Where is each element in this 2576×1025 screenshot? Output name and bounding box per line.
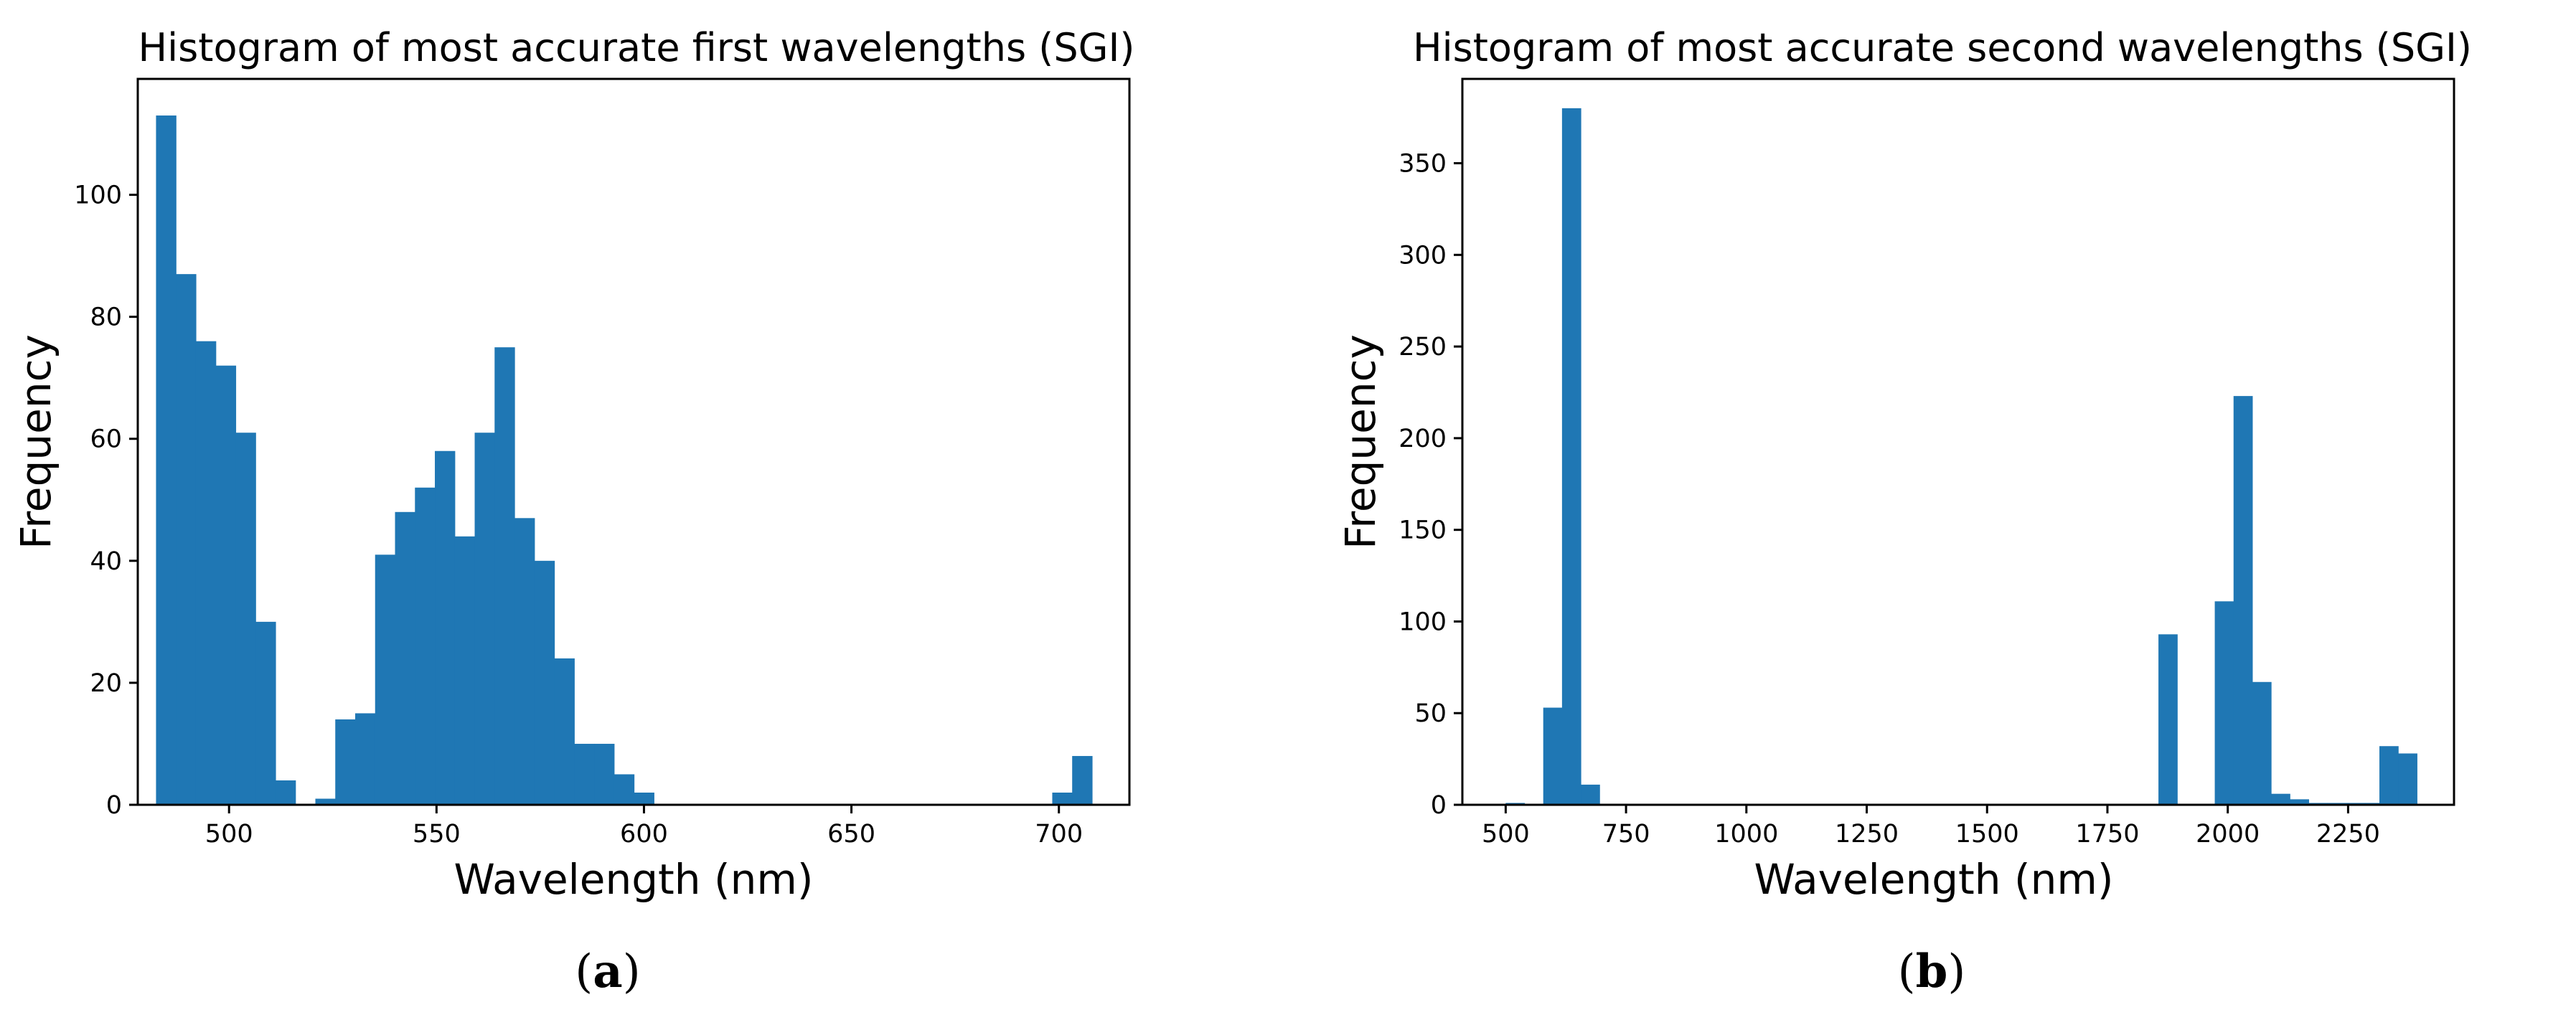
chart-b-y-tick-label-3: 150	[1399, 516, 1447, 545]
chart-b-x-tick-label-0: 500	[1482, 820, 1530, 849]
chart-a-bar-14	[454, 536, 476, 805]
chart-b-bar-7	[2252, 681, 2272, 805]
panel-b: Histogram of most accurate second wavele…	[1336, 25, 2472, 998]
chart-a-bar-1	[176, 274, 197, 805]
chart-b-bar-15	[2398, 753, 2417, 805]
caption-a-close: )	[623, 945, 641, 998]
chart-b-y-tick-label-6: 300	[1399, 241, 1447, 270]
chart-a-x-label: Wavelength (nm)	[453, 855, 813, 904]
chart-a-bar-21	[594, 743, 615, 805]
chart-a-bar-0	[156, 115, 177, 805]
chart-b-y-ticks: 0 50 100 150 200 250 300 350	[1399, 150, 1462, 820]
chart-a-x-tick-label-2: 600	[620, 820, 668, 849]
chart-a-y-tick-label-3: 60	[90, 425, 122, 454]
chart-b-bar-2	[1561, 108, 1581, 805]
chart-b-y-tick-label-2: 100	[1399, 608, 1447, 636]
chart-a-y-label: Frequency	[11, 334, 60, 549]
chart-b-x-tick-label-4: 1500	[1955, 820, 2019, 849]
chart-a-x-tick-label-1: 550	[413, 820, 461, 849]
chart-b-y-tick-label-4: 200	[1399, 425, 1447, 453]
chart-b-bars	[1505, 108, 2417, 805]
chart-a-y-tick-label-5: 100	[74, 181, 122, 210]
chart-a-bar-19	[554, 658, 575, 805]
chart-a-y-tick-label-0: 0	[106, 791, 122, 820]
chart-a-y-tick-label-4: 80	[90, 303, 122, 332]
chart-b-bar-14	[2379, 746, 2399, 805]
chart-a-bar-9	[355, 713, 376, 805]
chart-b-x-tick-label-7: 2250	[2316, 820, 2380, 849]
chart-b-x-tick-label-6: 2000	[2196, 820, 2260, 849]
chart-b-bar-5	[2214, 601, 2234, 805]
chart-b-bar-6	[2233, 396, 2253, 805]
chart-b-y-tick-label-0: 0	[1431, 791, 1447, 820]
chart-a-bar-4	[235, 433, 256, 805]
chart-a-bar-2	[195, 341, 217, 805]
chart-a-bar-25	[1072, 755, 1093, 805]
chart-a-x-tick-label-0: 500	[205, 820, 253, 849]
caption-b: (b)	[1898, 945, 1966, 998]
chart-b-title: Histogram of most accurate second wavele…	[1413, 25, 2472, 70]
chart-a-x-tick-label-4: 700	[1035, 820, 1083, 849]
chart-a-bar-6	[275, 780, 296, 805]
chart-b-plot-frame	[1461, 77, 2455, 806]
panel-a: Histogram of most accurate first wavelen…	[11, 25, 1134, 998]
chart-a-x-ticks: 500 550 600 650 700	[205, 805, 1083, 849]
caption-a-letter: a	[593, 945, 622, 998]
caption-b-letter: b	[1916, 945, 1948, 998]
chart-a-x-tick-label-3: 650	[827, 820, 875, 849]
chart-a-bar-20	[574, 743, 595, 805]
chart-a-bar-5	[255, 621, 276, 805]
caption-a: (a)	[575, 945, 640, 998]
chart-a-bar-12	[415, 487, 436, 805]
chart-b-x-tick-label-2: 1000	[1714, 820, 1778, 849]
chart-a-bar-18	[534, 560, 555, 805]
chart-a-bars	[156, 115, 1093, 805]
chart-b-bar-1	[1543, 707, 1563, 805]
chart-a-bar-3	[215, 365, 237, 805]
chart-a-bar-17	[514, 518, 535, 805]
chart-a-bar-8	[335, 719, 356, 805]
caption-b-close: )	[1947, 945, 1965, 998]
chart-b-bar-3	[1581, 784, 1600, 805]
chart-b-bar-9	[2290, 799, 2309, 805]
chart-a-y-tick-label-2: 40	[90, 547, 122, 576]
chart-b-x-tick-label-5: 1750	[2075, 820, 2139, 849]
chart-a-y-ticks: 0 20 40 60 80 100	[74, 181, 138, 820]
chart-b-y-tick-label-1: 50	[1414, 699, 1447, 728]
chart-b-x-tick-label-1: 750	[1602, 820, 1650, 849]
chart-a-bar-7	[315, 798, 336, 805]
chart-a-bar-15	[474, 433, 495, 805]
chart-a-bar-11	[395, 511, 415, 805]
chart-b-x-label: Wavelength (nm)	[1754, 855, 2113, 904]
chart-a-bar-23	[634, 792, 654, 805]
chart-a-plot-frame	[136, 77, 1131, 806]
chart-a-bar-24	[1052, 792, 1073, 805]
caption-b-open: (	[1898, 945, 1916, 998]
chart-b-x-tick-label-3: 1250	[1835, 820, 1899, 849]
chart-a-title: Histogram of most accurate first wavelen…	[138, 25, 1135, 70]
chart-b-x-ticks: 500 750 1000 1250 1500 1750 2000 2250	[1482, 805, 2380, 849]
chart-a-y-tick-label-1: 20	[90, 669, 122, 698]
chart-a-bar-16	[494, 347, 515, 805]
chart-b-bar-8	[2271, 793, 2290, 805]
chart-a-bar-13	[435, 450, 456, 805]
chart-b-y-tick-label-7: 350	[1399, 150, 1447, 179]
caption-a-open: (	[575, 945, 593, 998]
chart-a-bar-22	[614, 774, 635, 805]
chart-b-y-tick-label-5: 250	[1399, 333, 1447, 362]
chart-b-bar-4	[2158, 634, 2178, 805]
chart-a-bar-10	[375, 554, 396, 805]
chart-b-y-label: Frequency	[1336, 334, 1385, 549]
